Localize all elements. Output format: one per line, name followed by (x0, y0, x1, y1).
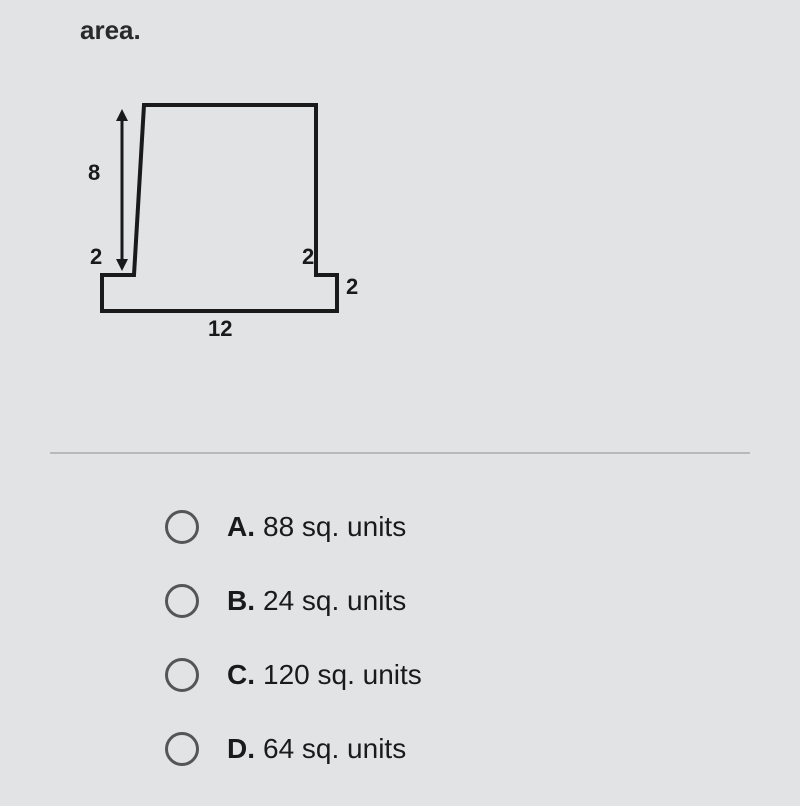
choice-letter: D. (227, 733, 255, 765)
label-left-notch: 2 (90, 244, 102, 270)
label-right-side: 2 (346, 274, 358, 300)
radio-icon[interactable] (165, 584, 199, 618)
label-right-notch: 2 (302, 244, 314, 270)
label-base: 12 (208, 316, 232, 342)
choice-letter: B. (227, 585, 255, 617)
choice-letter: C. (227, 659, 255, 691)
choice-d[interactable]: D. 64 sq. units (165, 732, 422, 766)
geometry-figure: 8 2 2 2 12 (70, 70, 390, 380)
radio-icon[interactable] (165, 658, 199, 692)
choice-text: 24 sq. units (263, 585, 406, 617)
choice-letter: A. (227, 511, 255, 543)
height-arrow (116, 109, 128, 271)
choice-text: 88 sq. units (263, 511, 406, 543)
composite-shape-outline (102, 105, 337, 311)
question-fragment: area. (80, 15, 141, 46)
radio-icon[interactable] (165, 732, 199, 766)
choice-b[interactable]: B. 24 sq. units (165, 584, 422, 618)
choice-text: 64 sq. units (263, 733, 406, 765)
radio-icon[interactable] (165, 510, 199, 544)
choice-c[interactable]: C. 120 sq. units (165, 658, 422, 692)
choice-a[interactable]: A. 88 sq. units (165, 510, 422, 544)
answer-choices: A. 88 sq. units B. 24 sq. units C. 120 s… (165, 510, 422, 806)
label-height: 8 (88, 160, 100, 186)
section-divider (50, 452, 750, 454)
choice-text: 120 sq. units (263, 659, 422, 691)
